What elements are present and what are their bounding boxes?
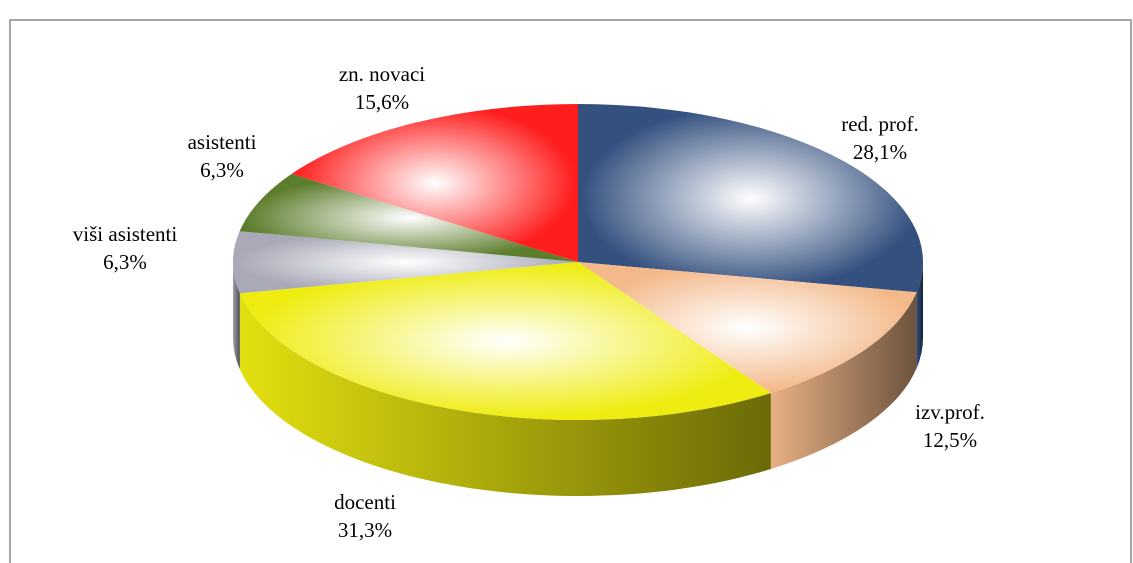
slice-label: docenti [334, 490, 396, 514]
slice-label: zn. novaci [339, 62, 425, 86]
slice [239, 173, 578, 262]
slice [578, 262, 917, 394]
slice [291, 104, 578, 262]
slice [233, 231, 578, 294]
slice-label: asistenti [188, 130, 257, 154]
slice-value-label: 6,3% [103, 250, 147, 274]
slice-value-label: 28,1% [853, 140, 907, 164]
slice-label: red. prof. [841, 112, 919, 136]
slice-value-label: 15,6% [355, 90, 409, 114]
slice-side [916, 262, 923, 369]
slice-side [770, 292, 917, 470]
slice [578, 104, 923, 293]
slice-label: izv.prof. [915, 400, 985, 424]
slice [239, 262, 771, 421]
slice-side [239, 293, 771, 497]
slice-value-label: 31,3% [338, 518, 392, 542]
slice-side [233, 262, 240, 370]
slice-label: viši asistenti [73, 222, 178, 246]
slice-value-label: 6,3% [200, 158, 244, 182]
slice-value-label: 12,5% [923, 428, 977, 452]
